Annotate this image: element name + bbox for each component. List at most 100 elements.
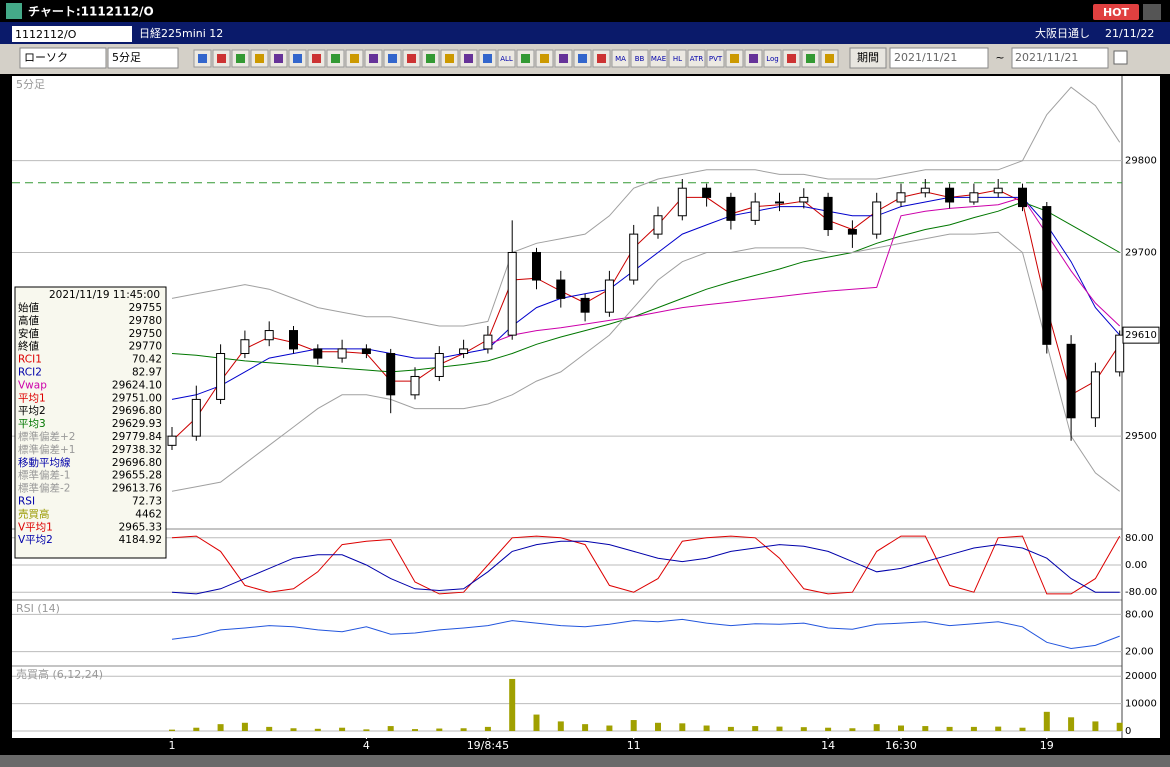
tool-button[interactable] bbox=[687, 49, 706, 68]
candle-body bbox=[507, 251, 517, 336]
volume-bar bbox=[606, 725, 613, 731]
kind-text: ローソク bbox=[24, 51, 68, 64]
tool-label: HL bbox=[673, 55, 682, 63]
session-label: 大阪日通し bbox=[1035, 26, 1090, 40]
info-value: 29738.32 bbox=[112, 444, 162, 456]
info-value: 29696.80 bbox=[112, 457, 162, 469]
volume-bar bbox=[1068, 717, 1075, 731]
candle-body bbox=[653, 215, 663, 235]
candle-body bbox=[945, 187, 955, 203]
tool-button[interactable] bbox=[649, 49, 668, 68]
info-value: 4462 bbox=[135, 508, 162, 520]
candle-body bbox=[1018, 187, 1027, 208]
info-label: 平均3 bbox=[18, 418, 46, 430]
volume-bar bbox=[873, 724, 880, 731]
series-line bbox=[171, 86, 1121, 327]
info-label: 標準偏差+1 bbox=[18, 443, 75, 456]
to-text: 2021/11/21 bbox=[1015, 51, 1078, 64]
tool-button[interactable] bbox=[630, 49, 649, 68]
interval-select[interactable] bbox=[107, 47, 179, 69]
volume-bar bbox=[727, 726, 734, 731]
kind-select[interactable] bbox=[19, 47, 107, 69]
volume-bar bbox=[266, 726, 273, 731]
volume-bar bbox=[995, 726, 1002, 731]
info-value: 72.73 bbox=[132, 496, 162, 508]
info-label: RCI1 bbox=[18, 354, 42, 366]
candle-body bbox=[556, 279, 566, 299]
app-icon bbox=[6, 3, 22, 19]
tool-button[interactable] bbox=[611, 49, 630, 68]
info-label: 始値 bbox=[18, 301, 39, 314]
volume-bar bbox=[1043, 711, 1050, 731]
candle-body bbox=[1042, 206, 1052, 345]
volume-bar bbox=[752, 726, 759, 731]
candle-body bbox=[410, 375, 420, 396]
y-tick-label: 20.00 bbox=[1125, 647, 1154, 658]
tool-icon bbox=[597, 54, 606, 63]
volume-bar bbox=[460, 728, 467, 731]
volume-bar bbox=[533, 714, 540, 731]
tool-icon bbox=[445, 54, 454, 63]
info-label: 標準偏差-2 bbox=[18, 482, 70, 495]
candle-body bbox=[386, 353, 396, 396]
y-tick-label: 0 bbox=[1125, 726, 1131, 737]
panel-title: 5分足 bbox=[16, 78, 45, 91]
volume-bar bbox=[509, 678, 516, 731]
tool-button[interactable] bbox=[763, 49, 782, 68]
panel-title: RSI (14) bbox=[16, 602, 60, 615]
series-line bbox=[171, 196, 1121, 400]
candle-body bbox=[799, 196, 809, 203]
tool-label: PVT bbox=[709, 55, 723, 63]
y-tick-label: 80.00 bbox=[1125, 533, 1154, 544]
tool-label: MA bbox=[615, 55, 626, 63]
period-button[interactable] bbox=[849, 47, 887, 69]
candle-body bbox=[604, 279, 614, 313]
tool-button[interactable] bbox=[668, 49, 687, 68]
x-tick-label: 4 bbox=[363, 739, 370, 752]
info-value: 29780 bbox=[129, 315, 162, 327]
volume-bar bbox=[922, 726, 929, 731]
tool-icon bbox=[293, 54, 302, 63]
hot-button[interactable] bbox=[1093, 4, 1139, 20]
checkbox[interactable] bbox=[1113, 50, 1128, 65]
info-label: 標準偏差+2 bbox=[18, 430, 75, 443]
info-label: 移動平均線 bbox=[18, 456, 71, 469]
volume-bar bbox=[387, 726, 394, 731]
candle-body bbox=[726, 196, 736, 221]
interval-text: 5分足 bbox=[112, 51, 141, 64]
info-value: 29755 bbox=[129, 302, 162, 314]
candle-body bbox=[1066, 343, 1076, 419]
from-date[interactable] bbox=[889, 47, 989, 69]
volume-bar bbox=[1019, 727, 1026, 731]
tool-button[interactable] bbox=[706, 49, 725, 68]
info-value: 29750 bbox=[129, 328, 162, 340]
tool-icon bbox=[825, 54, 834, 63]
tool-label: BB bbox=[635, 55, 645, 63]
tool-icon bbox=[730, 54, 739, 63]
tool-icon bbox=[483, 54, 492, 63]
volume-bar bbox=[1092, 721, 1099, 731]
info-value: 29629.93 bbox=[112, 418, 162, 430]
volume-bar bbox=[363, 729, 370, 731]
to-date[interactable] bbox=[1011, 47, 1109, 69]
candle-body bbox=[337, 348, 347, 359]
tool-button[interactable] bbox=[497, 49, 516, 68]
tool-icon bbox=[217, 54, 226, 63]
volume-bar bbox=[193, 727, 200, 731]
tool-label: ALL bbox=[500, 55, 513, 63]
volume-bar bbox=[314, 728, 321, 731]
tool-icon bbox=[749, 54, 758, 63]
tool-icon bbox=[540, 54, 549, 63]
hot-label[interactable]: HOT bbox=[1103, 6, 1130, 19]
x-tick-label: 19/8:45 bbox=[467, 739, 509, 752]
info-value: 4184.92 bbox=[119, 534, 162, 546]
volume-bar bbox=[655, 722, 661, 731]
symbol-input[interactable] bbox=[12, 26, 132, 42]
close-button[interactable] bbox=[1143, 4, 1161, 20]
volume-bar bbox=[290, 728, 297, 731]
status-bar bbox=[0, 755, 1170, 767]
info-label: 標準偏差-1 bbox=[18, 469, 70, 482]
candle-body bbox=[775, 201, 784, 204]
last-price: 29610 bbox=[1125, 330, 1157, 341]
